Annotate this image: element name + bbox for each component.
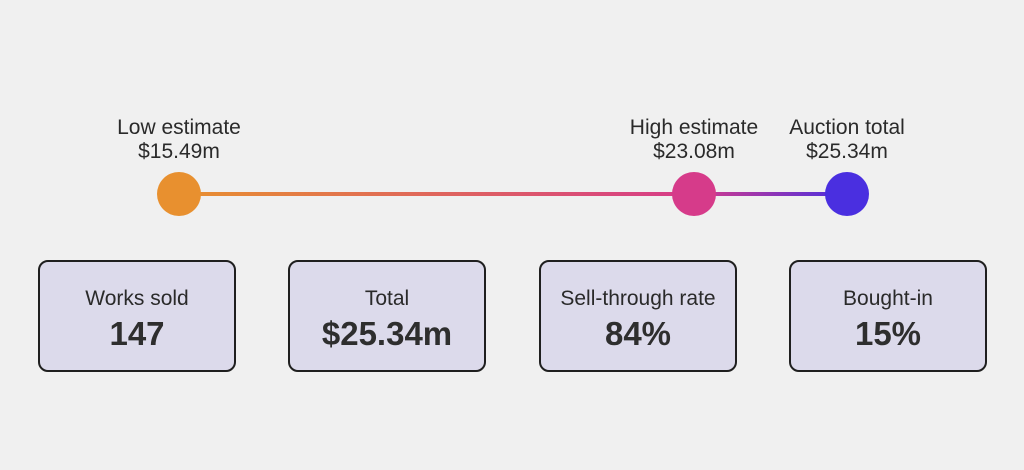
stat-card-bought-in: Bought-in 15% (789, 260, 987, 372)
low-estimate-label: Low estimate (117, 116, 241, 139)
stat-card-works-sold: Works sold 147 (38, 260, 236, 372)
auction-total-value: $25.34m (806, 140, 888, 163)
stat-value: 15% (854, 315, 922, 352)
stat-label: Bought-in (843, 287, 933, 310)
low-estimate-dot (157, 172, 201, 216)
range-line-graphic (157, 172, 869, 216)
stat-card-sell-through-rate: Sell-through rate 84% (539, 260, 737, 372)
stat-value: $25.34m (321, 315, 453, 352)
high-estimate-value: $23.08m (653, 140, 735, 163)
stat-value: 147 (109, 315, 165, 352)
estimate-range-track: Low estimate $15.49m High estimate $23.0… (117, 116, 905, 216)
auction-total-marker-label: Auction total $25.34m (789, 116, 905, 164)
high-estimate-dot (672, 172, 716, 216)
low-estimate-value: $15.49m (138, 140, 220, 163)
low-estimate-marker-label: Low estimate $15.49m (117, 116, 241, 164)
auction-total-dot (825, 172, 869, 216)
stat-label: Sell-through rate (560, 287, 716, 310)
stat-card-total: Total $25.34m (288, 260, 486, 372)
high-estimate-label: High estimate (629, 116, 759, 139)
stat-label: Total (364, 287, 410, 310)
high-estimate-marker-label: High estimate $23.08m (630, 116, 758, 164)
stat-label: Works sold (85, 287, 189, 310)
stat-value: 84% (604, 315, 672, 352)
auction-total-label: Auction total (789, 116, 905, 139)
